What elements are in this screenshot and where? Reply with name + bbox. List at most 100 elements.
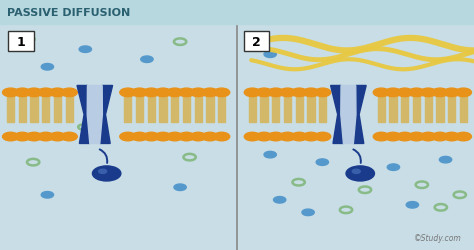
Bar: [7, 94, 14, 108]
FancyBboxPatch shape: [8, 32, 34, 52]
Circle shape: [280, 89, 296, 97]
Circle shape: [14, 89, 30, 97]
Bar: [401, 108, 409, 122]
Bar: [284, 108, 291, 122]
Polygon shape: [100, 86, 113, 144]
Circle shape: [385, 133, 401, 141]
Circle shape: [2, 133, 18, 141]
Bar: [148, 108, 155, 122]
Bar: [171, 94, 178, 108]
Polygon shape: [353, 86, 366, 144]
Circle shape: [131, 133, 147, 141]
Bar: [296, 94, 303, 108]
Circle shape: [26, 133, 42, 141]
Circle shape: [316, 159, 328, 166]
Bar: [218, 108, 225, 122]
Bar: [65, 94, 73, 108]
Bar: [65, 108, 73, 122]
Bar: [30, 94, 37, 108]
Bar: [148, 94, 155, 108]
Bar: [272, 108, 279, 122]
Circle shape: [244, 133, 260, 141]
Circle shape: [155, 89, 171, 97]
Bar: [159, 94, 167, 108]
Bar: [136, 94, 143, 108]
Circle shape: [256, 89, 272, 97]
Bar: [54, 94, 61, 108]
Circle shape: [167, 133, 183, 141]
Circle shape: [143, 133, 159, 141]
Circle shape: [432, 89, 448, 97]
Circle shape: [291, 89, 307, 97]
Bar: [195, 94, 202, 108]
Circle shape: [202, 89, 218, 97]
Polygon shape: [87, 86, 102, 144]
Circle shape: [143, 89, 159, 97]
Bar: [206, 108, 214, 122]
Bar: [7, 108, 14, 122]
Bar: [124, 108, 131, 122]
Bar: [260, 108, 268, 122]
Bar: [425, 94, 432, 108]
Bar: [183, 108, 190, 122]
Text: 2: 2: [252, 36, 261, 48]
Bar: [18, 94, 26, 108]
Circle shape: [456, 133, 472, 141]
Bar: [448, 108, 456, 122]
Circle shape: [268, 133, 284, 141]
Circle shape: [155, 133, 171, 141]
Bar: [460, 108, 467, 122]
Circle shape: [202, 133, 218, 141]
Circle shape: [49, 133, 65, 141]
Circle shape: [99, 170, 107, 174]
Bar: [437, 94, 444, 108]
Circle shape: [346, 166, 374, 181]
FancyBboxPatch shape: [244, 32, 269, 52]
Circle shape: [49, 89, 65, 97]
Circle shape: [141, 57, 153, 63]
Bar: [319, 94, 326, 108]
Circle shape: [178, 133, 194, 141]
Circle shape: [38, 133, 54, 141]
Bar: [171, 108, 178, 122]
Circle shape: [373, 133, 389, 141]
Circle shape: [352, 170, 360, 174]
Circle shape: [214, 133, 230, 141]
Bar: [437, 108, 444, 122]
Circle shape: [174, 184, 186, 191]
Circle shape: [280, 133, 296, 141]
Circle shape: [92, 166, 121, 181]
Circle shape: [420, 89, 436, 97]
Circle shape: [302, 209, 314, 216]
Bar: [249, 94, 256, 108]
Bar: [378, 94, 385, 108]
Bar: [390, 108, 397, 122]
Circle shape: [397, 133, 413, 141]
Bar: [54, 108, 61, 122]
Polygon shape: [341, 86, 356, 144]
Circle shape: [26, 89, 42, 97]
Circle shape: [456, 89, 472, 97]
Bar: [18, 108, 26, 122]
Bar: [284, 94, 291, 108]
Bar: [390, 94, 397, 108]
Bar: [413, 108, 420, 122]
Circle shape: [214, 89, 230, 97]
Circle shape: [385, 89, 401, 97]
Polygon shape: [331, 86, 343, 144]
Circle shape: [397, 89, 413, 97]
Bar: [378, 108, 385, 122]
Bar: [136, 108, 143, 122]
Circle shape: [444, 89, 460, 97]
Bar: [183, 94, 190, 108]
Circle shape: [256, 133, 272, 141]
Bar: [124, 94, 131, 108]
Circle shape: [315, 89, 331, 97]
Text: 1: 1: [17, 36, 25, 48]
Circle shape: [14, 133, 30, 141]
Bar: [0, 0, 474, 25]
Circle shape: [131, 89, 147, 97]
Circle shape: [79, 47, 91, 53]
Circle shape: [315, 133, 331, 141]
Circle shape: [41, 64, 54, 71]
